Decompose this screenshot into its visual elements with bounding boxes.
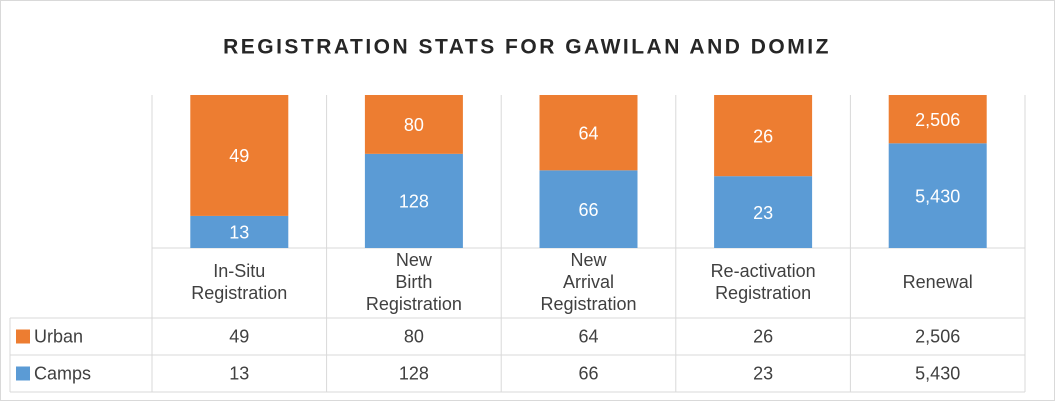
table-cell: 13 [229,363,249,383]
bar-segment [364,153,463,248]
table-cell: 49 [229,326,249,346]
table-cell: 66 [578,363,598,383]
legend-key [16,329,30,344]
table-cell: 2,506 [915,326,960,346]
data-label: 13 [229,223,249,243]
legend-label: Urban [34,326,83,346]
data-label: 5,430 [915,186,960,206]
bar-segment [539,95,638,171]
bar-segment [888,143,987,248]
table-cell: 5,430 [915,363,960,383]
data-label: 64 [578,123,598,143]
bar-segment [364,95,463,154]
bar-segment [888,95,987,144]
data-label: 80 [404,115,424,135]
bar-segment [714,176,813,248]
data-label: 23 [753,203,773,223]
table-cell: 80 [404,326,424,346]
data-label: 49 [229,146,249,166]
table-cell: 64 [578,326,598,346]
category-label: In-Situ Registration [191,261,287,303]
table-cell: 128 [399,363,429,383]
category-label: Re-activation Registration [711,261,816,303]
table-cell: 23 [753,363,773,383]
chart-title: REGISTRATION STATS FOR GAWILAN AND DOMIZ [223,36,831,59]
data-label: 128 [399,192,429,212]
legend-label: Camps [34,363,91,383]
data-label: 26 [753,126,773,146]
category-label: New Arrival Registration [540,250,636,314]
bar-segment [190,215,289,248]
bar-segment [539,170,638,248]
bar-segment [190,95,289,216]
data-label: 2,506 [915,110,960,130]
data-label: 66 [578,200,598,220]
category-label: Renewal [903,272,973,292]
legend-key [16,366,30,381]
table-cell: 26 [753,326,773,346]
bar-segment [714,95,813,177]
category-label: New Birth Registration [366,250,462,314]
